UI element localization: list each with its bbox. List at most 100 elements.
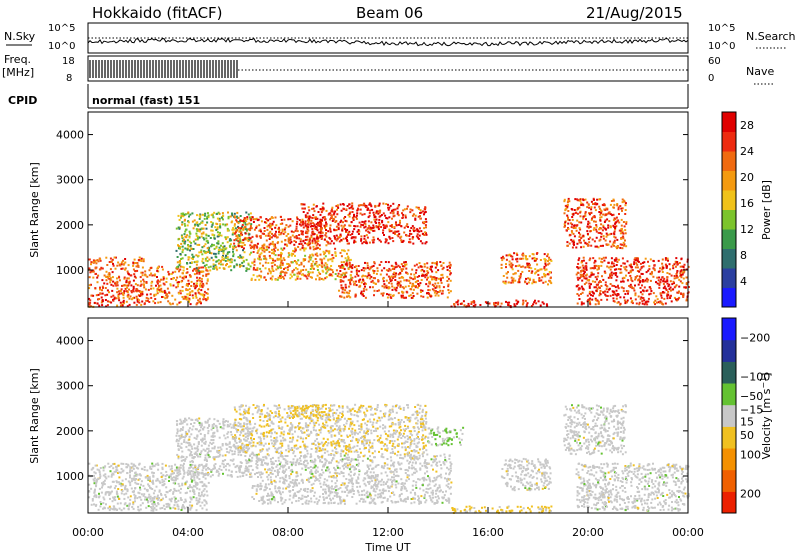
echo-cell <box>610 276 613 279</box>
echo-cell <box>284 231 287 234</box>
echo-cell <box>405 296 407 299</box>
echo-cell <box>409 294 412 297</box>
echo-cell <box>249 227 252 230</box>
echo-cell <box>295 267 297 269</box>
echo-cell <box>373 213 375 216</box>
echo-cell <box>581 287 584 290</box>
echo-cell <box>580 261 583 264</box>
echo-cell <box>633 261 636 264</box>
echo-cell <box>132 290 135 293</box>
echo-cell <box>296 216 298 219</box>
echo-cell <box>615 258 618 261</box>
echo-cell <box>92 294 95 297</box>
echo-cell <box>207 481 210 484</box>
echo-cell <box>98 469 101 472</box>
echo-cell <box>224 224 227 227</box>
echo-cell <box>434 282 437 285</box>
echo-cell <box>425 283 428 286</box>
echo-cell <box>183 222 186 225</box>
echo-cell <box>436 261 438 264</box>
echo-cell <box>398 204 401 206</box>
echo-cell <box>519 274 522 277</box>
echo-cell <box>307 206 310 209</box>
echo-cell <box>389 276 392 279</box>
echo-cell <box>284 243 287 246</box>
echo-cell <box>448 291 451 294</box>
echo-cell <box>222 223 225 226</box>
echo-cell <box>273 250 276 253</box>
echo-cell <box>205 292 208 295</box>
echo-cell <box>182 272 184 275</box>
echo-cell <box>204 267 207 269</box>
echo-cell <box>269 257 272 260</box>
echo-cell <box>528 264 531 267</box>
echo-cell <box>222 252 225 255</box>
echo-cell <box>229 449 232 452</box>
echo-cell <box>604 284 607 286</box>
echo-cell <box>121 483 124 486</box>
echo-cell <box>112 294 115 297</box>
echo-cell <box>127 281 130 284</box>
echo-cell <box>501 259 504 262</box>
echo-cell <box>95 464 98 467</box>
echo-cell <box>620 224 623 227</box>
echo-cell <box>100 296 103 299</box>
echo-cell <box>449 264 452 267</box>
echo-cell <box>189 213 192 216</box>
echo-cell <box>117 295 120 297</box>
echo-cell <box>578 277 581 280</box>
echo-cell <box>335 205 338 208</box>
echo-cell <box>625 269 628 272</box>
echo-cell <box>687 286 690 288</box>
echo-cell <box>410 273 413 276</box>
echo-cell <box>418 262 421 265</box>
echo-cell <box>394 222 397 225</box>
echo-cell <box>672 264 674 267</box>
echo-cell <box>378 211 381 214</box>
echo-cell <box>668 283 671 286</box>
echo-cell <box>666 257 669 260</box>
echo-cell <box>335 269 338 272</box>
echo-cell <box>237 421 240 424</box>
echo-cell <box>195 499 198 502</box>
echo-cell <box>329 230 332 233</box>
echo-cell <box>124 486 127 489</box>
echo-cell <box>625 301 628 304</box>
echo-cell <box>247 470 250 473</box>
echo-cell <box>572 227 575 229</box>
echo-cell <box>311 228 314 230</box>
echo-cell <box>605 235 608 238</box>
echo-cell <box>316 236 319 239</box>
echo-cell <box>237 466 240 469</box>
echo-cell <box>194 223 197 226</box>
echo-cell <box>173 504 176 507</box>
echo-cell <box>203 504 206 507</box>
echo-cell <box>505 263 507 266</box>
echo-cell <box>604 271 607 274</box>
echo-cell <box>301 207 304 210</box>
echo-cell <box>92 270 95 273</box>
echo-cell <box>642 289 645 292</box>
echo-cell <box>169 489 172 491</box>
echo-cell <box>446 268 449 271</box>
echo-cell <box>359 212 362 215</box>
echo-cell <box>245 267 248 270</box>
echo-cell <box>348 212 351 215</box>
echo-cell <box>108 491 111 494</box>
echo-cell <box>296 277 299 280</box>
echo-cell <box>343 272 346 275</box>
echo-cell <box>513 252 516 255</box>
echo-cell <box>176 453 179 456</box>
echo-cell <box>600 209 603 212</box>
echo-cell <box>594 299 597 302</box>
echo-cell <box>676 276 679 279</box>
echo-cell <box>174 499 176 502</box>
echo-cell <box>416 292 419 295</box>
echo-cell <box>593 286 596 289</box>
echo-cell <box>579 266 582 269</box>
echo-cell <box>588 225 591 228</box>
echo-cell <box>254 278 257 281</box>
echo-cell <box>258 278 261 281</box>
echo-cell <box>347 256 350 259</box>
echo-cell <box>140 493 143 496</box>
